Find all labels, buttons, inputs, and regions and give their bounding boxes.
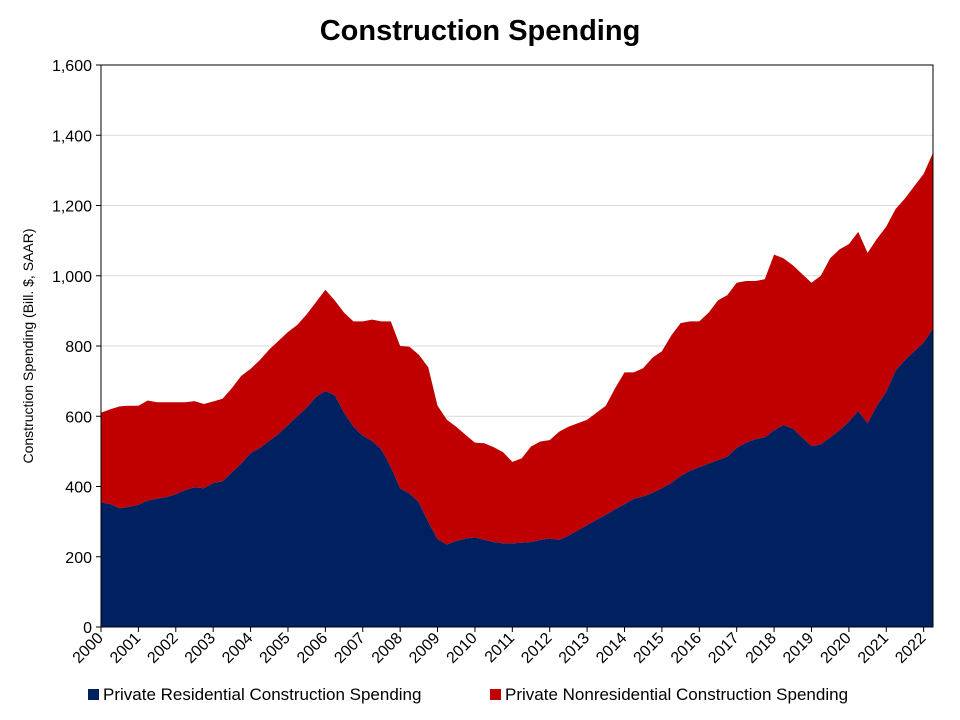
x-tick-label: 2005 [257, 630, 294, 667]
y-axis-ticks: 0 200 400 600 800 1,000 1,200 1,400 1,600 [52, 58, 101, 637]
x-tick-label: 2006 [294, 630, 331, 667]
x-tick-label: 2017 [705, 630, 742, 667]
x-tick-label: 2013 [556, 630, 593, 667]
y-tick-label: 0 [83, 620, 92, 637]
x-tick-label: 2007 [331, 630, 368, 667]
x-tick-label: 2012 [518, 630, 555, 667]
x-tick-label: 2014 [593, 630, 630, 667]
x-tick-label: 2003 [182, 630, 219, 667]
y-tick-label: 1,600 [52, 58, 92, 75]
y-tick-label: 600 [65, 409, 92, 426]
chart-title: Construction Spending [320, 15, 641, 47]
legend-swatch [88, 689, 99, 700]
legend-label: Private Nonresidential Construction Spen… [505, 685, 848, 704]
x-tick-label: 2020 [818, 630, 855, 667]
x-tick-label: 2002 [144, 630, 181, 667]
y-tick-label: 400 [65, 480, 92, 497]
x-tick-label: 2016 [668, 630, 705, 667]
x-axis-ticks: 2000 2001 2002 2003 2004 2005 2006 2007 2008 2009… [70, 627, 930, 667]
x-tick-label: 2018 [743, 630, 780, 667]
y-tick-label: 1,200 [52, 199, 92, 216]
x-tick-label: 2000 [70, 630, 107, 667]
x-tick-label: 2009 [406, 630, 443, 667]
area-series-layer [101, 152, 933, 627]
y-tick-label: 1,400 [52, 128, 92, 145]
x-tick-label: 2008 [369, 630, 406, 667]
series-area-private-residential [101, 328, 933, 627]
x-tick-label: 2010 [444, 630, 481, 667]
legend: Private Residential Construction Spendin… [88, 685, 848, 704]
y-tick-label: 200 [65, 550, 92, 567]
x-tick-label: 2015 [631, 630, 668, 667]
legend-label: Private Residential Construction Spendin… [103, 685, 421, 704]
legend-swatch [490, 689, 501, 700]
x-tick-label: 2004 [219, 630, 256, 667]
x-tick-label: 2019 [780, 630, 817, 667]
series-area-private-nonresidential [101, 152, 933, 545]
y-tick-label: 1,000 [52, 269, 92, 286]
y-tick-label: 800 [65, 339, 92, 356]
x-tick-label: 2001 [107, 630, 144, 667]
x-tick-label: 2011 [482, 630, 518, 666]
y-axis-label: Construction Spending (Bill. $, SAAR) [20, 229, 36, 464]
x-tick-label: 2021 [855, 630, 892, 667]
x-tick-label: 2022 [892, 630, 929, 667]
